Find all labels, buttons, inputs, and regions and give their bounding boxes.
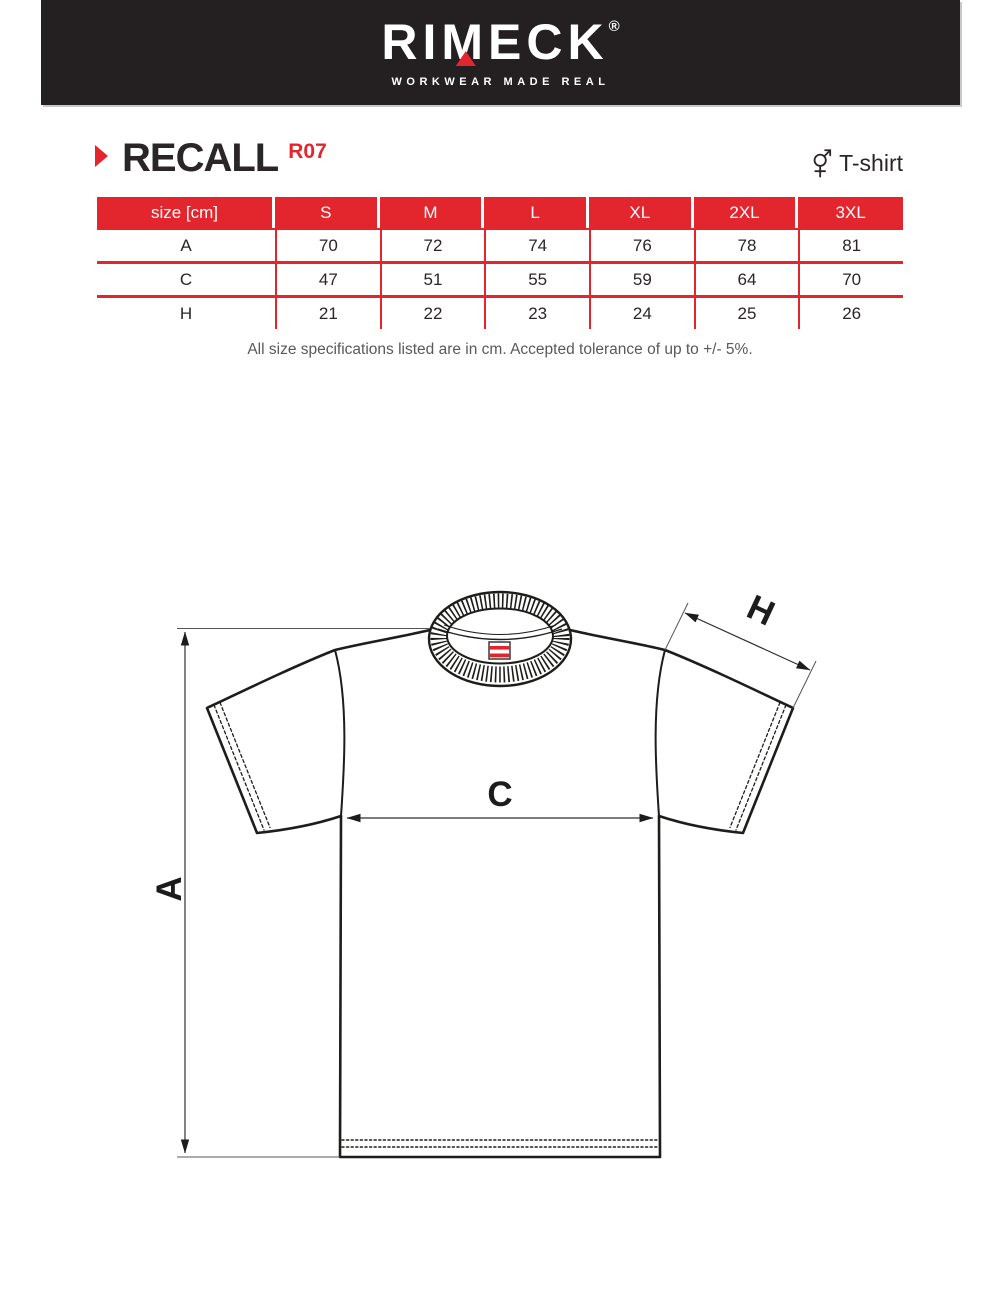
brand-tagline: WORKWEAR MADE REAL: [391, 76, 610, 88]
dimension-c-label: C: [487, 775, 512, 814]
logo-text-left: RI: [381, 14, 442, 70]
size-value: 72: [379, 230, 485, 261]
size-value: 47: [275, 264, 380, 295]
dimension-c: C: [346, 775, 654, 823]
row-label: A: [180, 235, 192, 255]
table-row: C 47 51 55 59 64 70: [97, 261, 903, 295]
cuff-stitching: [213, 701, 787, 831]
table-row: H 21 22 23 24 25 26: [97, 295, 903, 329]
size-value: 26: [798, 298, 903, 329]
row-label: C: [179, 269, 193, 289]
logo-text-right: ECK: [488, 14, 609, 70]
size-value: 51: [379, 264, 485, 295]
size-value: 70: [275, 230, 380, 261]
size-value: 24: [588, 298, 694, 329]
column-header: L: [484, 197, 589, 228]
collar: [427, 590, 573, 688]
column-header: size [cm]: [97, 197, 275, 228]
column-header: S: [275, 197, 380, 228]
collar-ribbing: [430, 593, 570, 683]
size-value: 23: [484, 298, 589, 329]
unisex-icon: [813, 149, 832, 178]
product-category: T-shirt: [812, 146, 903, 180]
product-type-label: T-shirt: [839, 149, 903, 176]
product-code: R07: [288, 140, 327, 163]
size-value: 22: [379, 298, 485, 329]
neck-label: [488, 641, 511, 660]
size-note: All size specifications listed are in cm…: [247, 341, 753, 358]
red-arrow-icon: [95, 145, 108, 167]
size-value: 78: [693, 230, 799, 261]
column-header: 3XL: [798, 197, 903, 228]
size-value: 70: [798, 264, 903, 295]
size-value: 64: [693, 264, 799, 295]
dimension-h-label: H: [741, 588, 780, 634]
dimension-h: H: [664, 588, 817, 709]
column-header: M: [379, 197, 485, 228]
column-header: XL: [588, 197, 694, 228]
size-value: 55: [484, 264, 589, 295]
registered-mark: ®: [608, 18, 620, 35]
size-value: 25: [693, 298, 799, 329]
size-value: 59: [588, 264, 694, 295]
product-name: RECALL: [122, 136, 279, 180]
product-title-row: RECALL R07: [95, 138, 327, 178]
row-label: H: [179, 303, 193, 323]
table-row: A 70 72 74 76 78 81: [97, 228, 903, 261]
size-value: 74: [484, 230, 589, 261]
tshirt-outline: [205, 628, 795, 1159]
brand-header-bar: RI M ECK ® WORKWEAR MADE REAL: [41, 0, 960, 105]
size-value: 21: [275, 298, 380, 329]
brand-logo: RI M ECK ®: [381, 17, 619, 67]
hem-stitching: [341, 1139, 659, 1148]
dimension-a: A: [150, 628, 430, 1158]
size-value: 81: [798, 230, 903, 261]
size-value: 76: [588, 230, 694, 261]
size-table: size [cm] S M L XL 2XL 3XL A 70 72 74 76…: [97, 197, 903, 329]
dimension-a-label: A: [150, 876, 189, 901]
size-table-header-row: size [cm] S M L XL 2XL 3XL: [97, 197, 903, 228]
column-header: 2XL: [693, 197, 799, 228]
logo-m-with-triangle-icon: M: [441, 14, 488, 70]
